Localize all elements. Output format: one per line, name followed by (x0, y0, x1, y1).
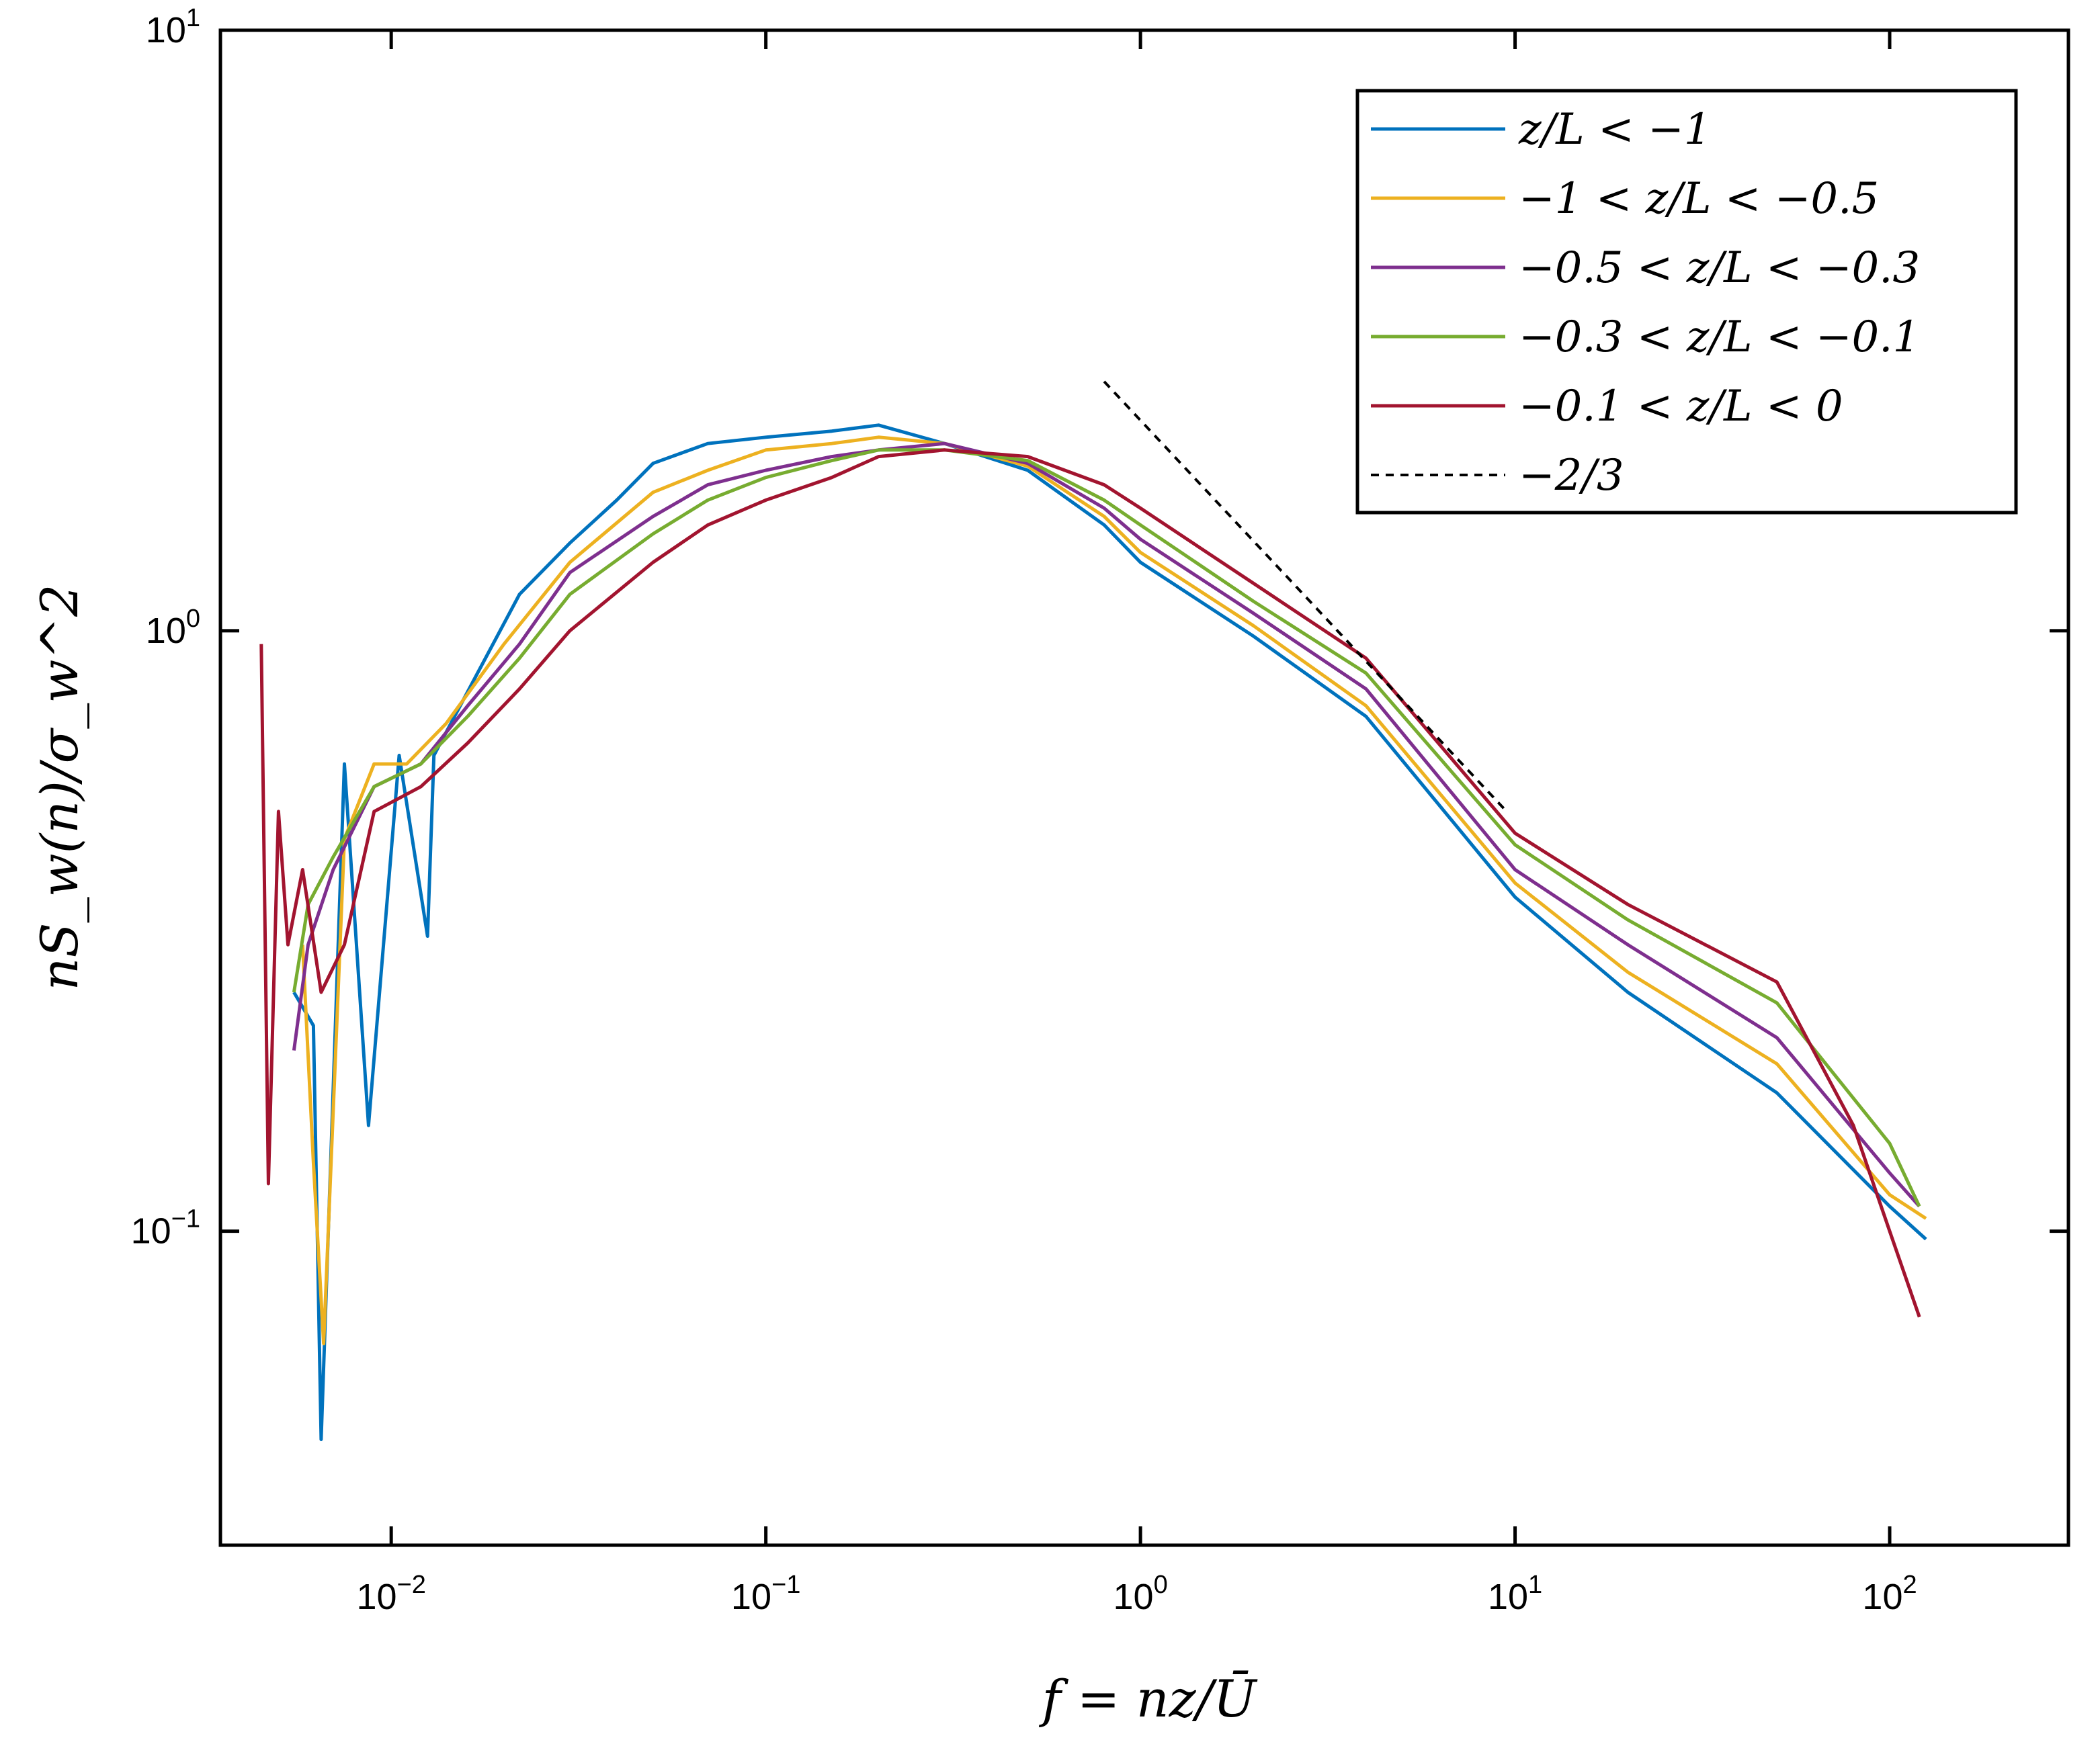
series-line-4 (259, 448, 1921, 1318)
y-tick-label-base-0: 10 (131, 1211, 171, 1252)
x-tick-label-exp-2: 0 (1154, 1571, 1168, 1599)
y-tick-label-base-2: 10 (146, 10, 186, 50)
legend-label-5: −2/3 (1519, 451, 1624, 501)
series-line-5 (1103, 380, 1508, 813)
legend-label-3: −0.3 < z/L < −0.1 (1519, 312, 1920, 362)
y-axis-title: nS_w(n)/σ_w^2 (30, 584, 89, 991)
x-tick-label-0: 10−2 (356, 1571, 425, 1617)
y-tick-label-0: 10−1 (131, 1205, 200, 1252)
x-tick-label-base-3: 10 (1488, 1577, 1528, 1617)
x-tick-label-exp-3: 1 (1528, 1571, 1542, 1599)
y-tick-label-exp-0: −1 (171, 1205, 200, 1233)
x-tick-label-exp-1: −1 (771, 1571, 800, 1599)
y-tick-label-1: 100 (146, 605, 200, 651)
series-line-1 (300, 435, 1927, 1346)
y-tick-label-base-1: 10 (146, 611, 186, 651)
x-tick-label-exp-4: 2 (1902, 1571, 1917, 1599)
x-tick-label-1: 10−1 (731, 1571, 800, 1617)
y-tick-label-exp-1: 0 (186, 605, 200, 633)
legend-label-2: −0.5 < z/L < −0.3 (1519, 243, 1920, 293)
x-tick-label-3: 101 (1488, 1571, 1542, 1617)
legend: z/L < −1 −1 < z/L < −0.5 −0.5 < z/L < −0.3… (1355, 89, 2018, 515)
x-tick-label-base-1: 10 (731, 1577, 771, 1617)
legend-label-0: z/L < −1 (1518, 105, 1711, 155)
series-line-0 (292, 423, 1927, 1442)
legend-box (1355, 89, 2018, 515)
x-tick-label-exp-0: −2 (397, 1571, 426, 1599)
x-tick-label-base-0: 10 (356, 1577, 396, 1617)
y-tick-label-2: 101 (146, 4, 200, 50)
x-tick-label-base-2: 10 (1113, 1577, 1153, 1617)
x-tick-label-4: 102 (1862, 1571, 1917, 1617)
y-tick-label-exp-2: 1 (186, 4, 200, 32)
legend-label-1: −1 < z/L < −0.5 (1519, 174, 1879, 224)
x-tick-label-2: 100 (1113, 1571, 1167, 1617)
legend-label-4: −0.1 < z/L < 0 (1519, 382, 1843, 431)
series-layer (259, 380, 1927, 1442)
x-tick-label-base-4: 10 (1862, 1577, 1902, 1617)
x-axis-title: f = nz/Ū (1039, 1669, 1259, 1729)
series-line-3 (292, 448, 1921, 1207)
